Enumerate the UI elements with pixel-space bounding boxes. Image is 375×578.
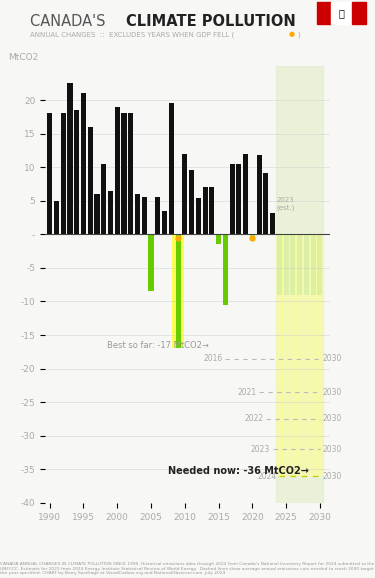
Bar	[250, 234, 255, 241]
Text: Best so far: -17 MtCO2→: Best so far: -17 MtCO2→	[107, 340, 209, 350]
Bar	[142, 198, 147, 234]
Bar	[284, 234, 289, 295]
Bar	[243, 154, 248, 234]
Bar	[88, 127, 93, 234]
Text: 🍁: 🍁	[338, 8, 344, 18]
Bar	[282, 234, 290, 476]
Text: 2024: 2024	[257, 472, 277, 480]
Text: ): )	[297, 31, 300, 38]
Text: 2030: 2030	[322, 388, 342, 397]
Bar	[128, 113, 133, 234]
Bar	[61, 113, 66, 234]
Text: 2030: 2030	[322, 444, 342, 454]
Bar	[223, 234, 228, 305]
Text: 2023: 2023	[251, 444, 270, 454]
Bar	[169, 103, 174, 234]
Bar	[148, 234, 154, 291]
Text: 2016: 2016	[203, 354, 223, 363]
Bar	[297, 234, 302, 295]
Bar	[256, 155, 262, 234]
Bar	[230, 164, 235, 234]
Bar	[68, 83, 72, 234]
Bar	[94, 194, 99, 234]
Bar	[296, 234, 303, 476]
Bar	[155, 198, 160, 234]
Bar	[182, 154, 188, 234]
Text: CANADA ANNUAL CHANGES IN CLIMATE POLLUTION SINCE 1990. Historical emissions data: CANADA ANNUAL CHANGES IN CLIMATE POLLUTI…	[0, 562, 375, 575]
Bar	[189, 170, 194, 234]
Bar	[317, 234, 322, 295]
Text: CLIMATE POLLUTION: CLIMATE POLLUTION	[126, 14, 296, 29]
Text: Needed now: -36 MtCO2→: Needed now: -36 MtCO2→	[168, 466, 309, 476]
Bar	[54, 201, 59, 234]
Bar	[122, 113, 126, 234]
Bar	[270, 213, 275, 234]
Bar	[74, 110, 79, 234]
Text: ANNUAL CHANGES  ::  EXCLUDES YEARS WHEN GDP FELL (: ANNUAL CHANGES :: EXCLUDES YEARS WHEN GD…	[30, 31, 234, 38]
Bar	[115, 107, 120, 234]
Text: 2023
(est.): 2023 (est.)	[277, 197, 295, 211]
Bar	[135, 194, 140, 234]
Text: CANADA'S: CANADA'S	[30, 14, 110, 29]
Bar	[81, 93, 86, 234]
Bar	[276, 234, 283, 476]
Text: MtCO2: MtCO2	[8, 53, 38, 62]
Bar	[101, 164, 106, 234]
Bar	[47, 113, 52, 234]
Text: ●: ●	[289, 31, 295, 37]
Bar	[290, 234, 296, 295]
Bar	[276, 66, 323, 503]
Text: 2022: 2022	[244, 414, 263, 424]
Bar	[289, 234, 297, 476]
Bar	[310, 234, 316, 295]
Bar	[202, 187, 208, 234]
Bar	[263, 173, 268, 234]
Bar	[309, 234, 317, 476]
Text: 2030: 2030	[322, 414, 342, 424]
Bar	[108, 191, 113, 234]
Bar	[216, 234, 221, 244]
Bar	[316, 234, 324, 476]
Bar	[172, 234, 184, 349]
Bar	[176, 234, 181, 349]
Bar	[304, 234, 309, 295]
Bar	[196, 198, 201, 234]
Bar	[277, 234, 282, 295]
Bar	[236, 164, 242, 234]
Text: 2030: 2030	[322, 472, 342, 480]
Bar	[162, 211, 167, 234]
Bar	[209, 187, 214, 234]
Bar	[303, 234, 310, 476]
Text: 2021: 2021	[237, 388, 256, 397]
Text: 2030: 2030	[322, 354, 342, 363]
